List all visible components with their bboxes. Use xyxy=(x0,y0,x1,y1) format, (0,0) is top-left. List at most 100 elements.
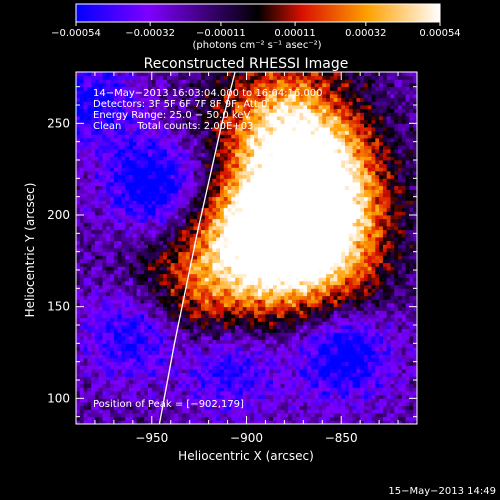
heatmap-cell xyxy=(197,420,202,424)
heatmap-cell xyxy=(265,372,270,377)
heatmap-cell xyxy=(246,207,251,212)
heatmap-cell xyxy=(91,350,96,355)
heatmap-cell xyxy=(129,288,134,293)
colorbar xyxy=(75,3,441,23)
heatmap-cell xyxy=(178,160,183,165)
heatmap-cell xyxy=(231,123,236,128)
heatmap-cell xyxy=(163,394,168,399)
heatmap-cell xyxy=(212,339,217,344)
heatmap-cell xyxy=(235,383,240,388)
heatmap-cell xyxy=(231,83,236,88)
heatmap-cell xyxy=(185,182,191,187)
heatmap-cell xyxy=(155,215,160,220)
heatmap-cell xyxy=(79,134,84,139)
heatmap-cell xyxy=(166,317,172,322)
heatmap-cell xyxy=(208,394,213,399)
heatmap-cell xyxy=(254,402,259,407)
heatmap-cell xyxy=(223,288,228,293)
heatmap-cell xyxy=(261,398,266,403)
heatmap-cell xyxy=(246,152,251,157)
heatmap-cell xyxy=(204,86,209,91)
heatmap-cell xyxy=(246,325,251,330)
heatmap-cell xyxy=(170,75,175,80)
heatmap-cell xyxy=(110,83,115,88)
heatmap-cell xyxy=(254,174,259,179)
heatmap-cell xyxy=(242,358,247,363)
heatmap-cell xyxy=(204,116,209,121)
heatmap-cell xyxy=(79,336,84,341)
heatmap-cell xyxy=(98,160,103,165)
heatmap-cell xyxy=(106,145,111,150)
heatmap-cell xyxy=(155,119,160,124)
heatmap-cell xyxy=(265,112,270,117)
heatmap-cell xyxy=(76,90,81,95)
heatmap-cell xyxy=(159,325,164,330)
heatmap-cell xyxy=(102,215,107,220)
heatmap-cell xyxy=(231,193,236,198)
heatmap-cell xyxy=(106,211,111,216)
heatmap-cell xyxy=(129,215,134,220)
heatmap-cell xyxy=(98,310,103,315)
heatmap-cell xyxy=(113,116,119,121)
heatmap-cell xyxy=(102,75,107,80)
heatmap-cell xyxy=(193,211,198,216)
heatmap-cell xyxy=(155,72,160,77)
heatmap-cell xyxy=(159,310,164,315)
heatmap-cell xyxy=(163,196,168,201)
heatmap-cell xyxy=(166,339,172,344)
heatmap-cell xyxy=(94,354,100,359)
heatmap-cell xyxy=(201,284,206,289)
heatmap-cell xyxy=(212,123,217,128)
heatmap-cell xyxy=(110,123,115,128)
heatmap-cell xyxy=(235,119,240,124)
heatmap-cell xyxy=(246,343,251,348)
heatmap-cell xyxy=(136,372,141,377)
heatmap-cell xyxy=(261,321,266,326)
heatmap-cell xyxy=(129,314,134,319)
heatmap-cell xyxy=(87,292,92,297)
heatmap-cell xyxy=(163,182,168,187)
heatmap-cell xyxy=(83,240,88,245)
heatmap-cell xyxy=(121,248,126,253)
heatmap-cell xyxy=(79,387,84,392)
heatmap-cell xyxy=(254,79,259,84)
heatmap-cell xyxy=(220,218,225,223)
heatmap-cell xyxy=(106,292,111,297)
heatmap-cell xyxy=(129,167,134,172)
heatmap-cell xyxy=(269,229,274,234)
heatmap-cell xyxy=(166,248,172,253)
heatmap-cell xyxy=(125,90,130,95)
heatmap-cell xyxy=(235,365,240,370)
heatmap-cell xyxy=(110,185,115,190)
heatmap-cell xyxy=(155,152,160,157)
heatmap-cell xyxy=(132,218,137,223)
heatmap-cell xyxy=(238,314,244,319)
heatmap-cell xyxy=(204,226,209,231)
heatmap-cell xyxy=(144,420,149,424)
heatmap-cell xyxy=(140,204,145,209)
heatmap-cell xyxy=(91,149,96,154)
heatmap-cell xyxy=(129,222,134,227)
heatmap-cell xyxy=(261,218,266,223)
heatmap-cell xyxy=(261,207,266,212)
heatmap-cell xyxy=(208,222,213,227)
heatmap-cell xyxy=(121,237,126,242)
heatmap-cell xyxy=(220,321,225,326)
heatmap-cell xyxy=(231,332,236,337)
heatmap-cell xyxy=(163,97,168,102)
heatmap-cell xyxy=(212,321,217,326)
heatmap-cell xyxy=(132,116,137,121)
heatmap-cell xyxy=(182,119,187,124)
heatmap-cell xyxy=(102,237,107,242)
heatmap-cell xyxy=(76,229,81,234)
heatmap-cell xyxy=(261,94,266,99)
heatmap-cell xyxy=(174,266,179,271)
heatmap-cell xyxy=(106,299,111,304)
heatmap-cell xyxy=(155,233,160,238)
heatmap-cell xyxy=(113,97,119,102)
heatmap-cell xyxy=(87,112,92,117)
heatmap-cell xyxy=(254,387,259,392)
heatmap-cell xyxy=(216,174,221,179)
heatmap-cell xyxy=(254,72,259,77)
heatmap-cell xyxy=(155,185,160,190)
